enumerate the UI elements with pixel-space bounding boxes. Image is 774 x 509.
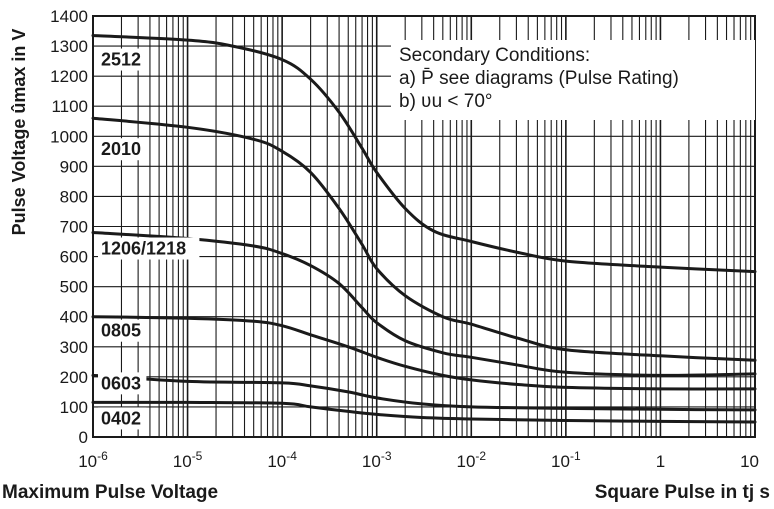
x-tick-label: 10-2 (456, 449, 486, 471)
series-label-2512: 2512 (101, 50, 141, 70)
series-labels: 2512 2010 1206/1218 0805 0603 0402 (98, 48, 200, 430)
series-label-box (98, 48, 147, 71)
y-tick-label: 1000 (50, 127, 88, 146)
y-tick-label: 1100 (51, 97, 88, 116)
series-label-1206-1218: 1206/1218 (101, 239, 186, 259)
y-axis-title: Pulse Voltage ûmax in V (9, 29, 29, 236)
y-tick-label: 1400 (50, 7, 88, 26)
series-line-0603 (91, 373, 757, 412)
x-tick-label: 10-3 (362, 449, 392, 471)
series-label-box (98, 407, 147, 430)
x-tick-label: 10-6 (78, 449, 108, 471)
series-label-0603: 0603 (101, 373, 141, 393)
series-label-0805: 0805 (101, 321, 141, 341)
series-line-0402 (91, 400, 757, 424)
x-tick-label: 10-1 (551, 449, 581, 471)
series-line-2010 (91, 116, 757, 362)
y-tick-label: 100 (60, 398, 88, 417)
x-tick-label: 10-5 (173, 449, 203, 471)
series-label-box (98, 138, 147, 161)
series-line-1206-1218 (91, 231, 757, 377)
x-tick-label: 10 (740, 452, 759, 471)
y-tick-label: 1300 (50, 37, 88, 56)
series-label-box (98, 372, 147, 395)
series-label-0402: 0402 (101, 408, 141, 428)
y-tick-label: 0 (79, 428, 88, 447)
x-tick-label: 10-4 (267, 449, 297, 471)
series-lines (91, 34, 757, 424)
axes: 0 100 200 300 400 500 600 700 800 900 1000 1100 1200… (50, 7, 759, 471)
y-tick-label: 400 (60, 308, 88, 327)
series-line-2512 (91, 34, 757, 274)
y-tick-label: 900 (60, 157, 88, 176)
note-heading: Secondary Conditions: (399, 45, 590, 66)
y-tick-label: 800 (60, 187, 88, 206)
note-line-b: b) ʋu < 70° (399, 91, 493, 112)
series-label-box (98, 319, 147, 342)
y-tick-label: 700 (60, 218, 88, 237)
y-tick-label: 200 (60, 368, 88, 387)
y-tick-label: 500 (60, 278, 88, 297)
footer-right: Square Pulse in tj s (595, 482, 770, 503)
y-tick-label: 1200 (50, 67, 88, 86)
note-background (391, 40, 755, 120)
x-tick-label: 1 (656, 452, 665, 471)
footer-left: Maximum Pulse Voltage (2, 482, 218, 503)
series-label-box (98, 237, 200, 260)
y-tick-label: 300 (60, 338, 88, 357)
y-tick-label: 600 (60, 248, 88, 267)
series-label-2010: 2010 (101, 139, 141, 159)
series-line-0805 (91, 315, 757, 391)
plot-frame (92, 15, 756, 438)
secondary-conditions-note: Secondary Conditions: a) P̄ see diagrams… (391, 40, 755, 120)
note-line-a: a) P̄ see diagrams (Pulse Rating) (399, 68, 679, 89)
